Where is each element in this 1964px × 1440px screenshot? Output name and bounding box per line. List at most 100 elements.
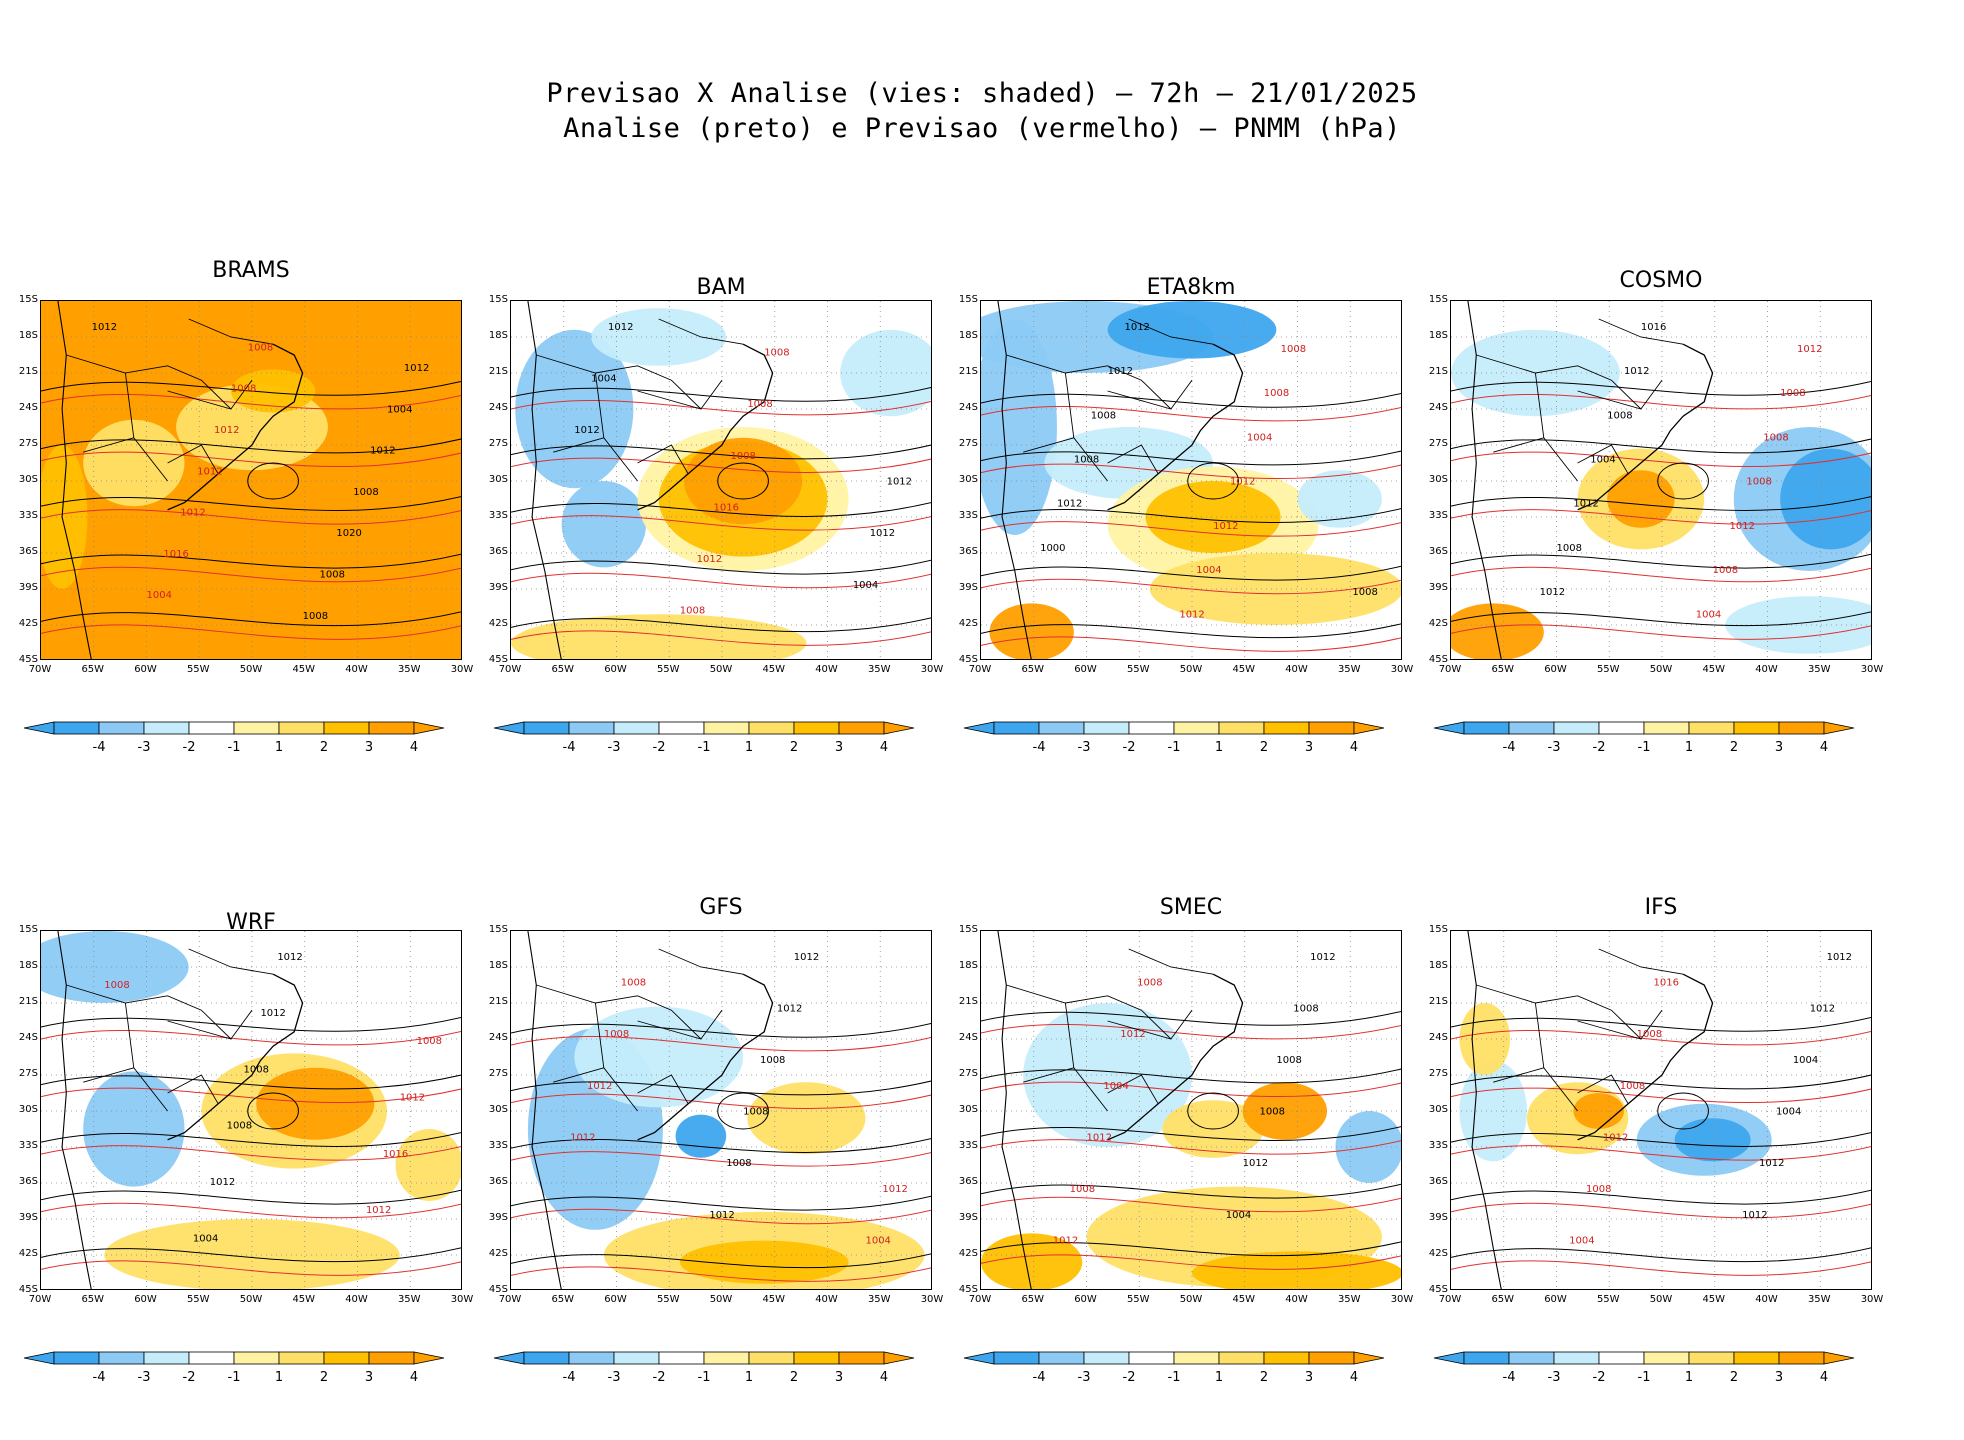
coastline-west [57,931,92,1289]
lat-tick-label: 24S [958,402,978,413]
lat-tick-label: 42S [1428,1248,1448,1259]
isobar-forecast [1451,1030,1871,1046]
bias-area [1149,553,1401,625]
country-border [1476,354,1642,410]
isobar-label: 1012 [214,425,239,436]
colorbar-tick-label: -2 [652,740,666,755]
bias-area [1780,448,1871,550]
lat-tick-label: 39S [488,1212,508,1223]
country-border [1107,379,1193,410]
lon-tick-label: 55W [186,1294,210,1305]
isobar-label: 1008 [760,1055,785,1066]
colorbar-segment [368,721,415,735]
coastline-west [527,301,562,659]
bias-area [1145,481,1281,553]
lon-tick-label: 30W [920,664,944,675]
colorbar-arrow-left [1433,1351,1465,1365]
lon-tick-label: 70W [968,1294,992,1305]
colorbar-segment [1218,1351,1265,1365]
colorbar-tick-label: 3 [364,1370,374,1385]
isobar-label: 1008 [244,1064,269,1075]
isobar-label: 1012 [1179,609,1204,620]
colorbar-segment [523,1351,570,1365]
colorbar-arrow-right [1823,721,1855,735]
isobar-analysis [1451,496,1871,511]
lat-tick-label: 24S [1428,1032,1448,1043]
colorbar-segment [748,1351,795,1365]
lat-tick-label: 18S [18,330,38,341]
colorbar-tick-label: -3 [1077,1370,1091,1385]
country-border [1577,1009,1663,1040]
bias-area [1674,1118,1751,1162]
panel-cosmo: COSMO 1016 1012 1012 1008 1008 1008 1004 1008 101… [1410,250,1890,810]
lon-tick-label: 70W [1438,664,1462,675]
lat-tick-label: 36S [18,546,38,557]
isobar-analysis [1451,1016,1871,1032]
isobar-label: 1012 [277,952,302,963]
bias-area [1459,1060,1527,1162]
coastline-west [57,301,92,659]
lon-tick-label: 40W [815,664,838,675]
lat-tick-label: 30S [958,474,978,485]
colorbar-segment [98,1351,145,1365]
lat-tick-label: 30S [488,474,508,485]
isobar-analysis [511,559,931,575]
lon-tick-label: 55W [656,664,680,675]
isobar-forecast [981,1024,1401,1040]
low-center-contour [1187,1092,1239,1130]
map-svg: 1012 1008 1012 1008 1008 1004 1008 1012 1012 1012… [981,301,1401,659]
country-border [167,1074,219,1105]
isobar-forecast [41,509,461,525]
isobar-analysis [511,444,931,460]
colorbar [23,1351,445,1365]
colorbar-segment [1128,721,1175,735]
isobar-label: 1004 [865,1236,890,1247]
isobar-label: 1004 [147,590,172,601]
isobar-forecast [1451,566,1871,583]
lat-tick-label: 21S [18,366,38,377]
lat-tick-label: 39S [488,582,508,593]
isobar-analysis [1451,380,1871,396]
coastline [637,973,774,1141]
lat-tick-label: 45S [1428,654,1448,665]
lon-tick-label: 55W [1596,664,1620,675]
isobar-label: 1012 [1230,477,1255,488]
colorbar-segment [53,1351,100,1365]
isobar-analysis [41,380,461,396]
colorbar-tick-label: -1 [697,740,711,755]
colorbar-segment [233,1351,280,1365]
colorbar-segment [368,1351,415,1365]
colorbar-tick-label: -2 [1592,740,1606,755]
country-border [637,1074,689,1105]
lon-tick-label: 30W [450,664,474,675]
isobar-label: 1004 [193,1233,218,1244]
colorbar [493,1351,915,1365]
isobar-label: 1016 [1641,322,1666,333]
lat-tick-label: 30S [18,1104,38,1115]
country-border [167,444,219,475]
coastline [1577,343,1714,511]
isobar-analysis [981,450,1401,466]
isobar-forecast [1451,509,1871,525]
colorbar-tick-label: -3 [1547,1370,1561,1385]
lon-tick-label: 45W [292,1294,316,1305]
colorbar-arrow-right [413,721,445,735]
isobar-forecast [511,572,931,589]
isobar-label: 1012 [1057,499,1082,510]
country-border [553,437,604,453]
lat-tick-label: 39S [958,1212,978,1223]
colorbar-segment [1463,721,1510,735]
lon-tick-label: 30W [1390,664,1414,675]
isobar-analysis [1451,438,1871,454]
isobar-label: 1016 [383,1149,408,1160]
isobar-label: 1008 [1281,344,1306,355]
lon-tick-label: 50W [1649,664,1673,675]
lon-tick-label: 55W [1126,664,1150,675]
isobar-label: 1008 [1293,1003,1318,1014]
lon-tick-label: 45W [762,664,786,675]
lon-tick-label: 60W [1544,664,1567,675]
isobar-label: 1008 [320,569,345,580]
isobar-forecast [1451,1202,1871,1219]
bias-area [256,1067,375,1140]
isobar-label: 1012 [1053,1236,1078,1247]
